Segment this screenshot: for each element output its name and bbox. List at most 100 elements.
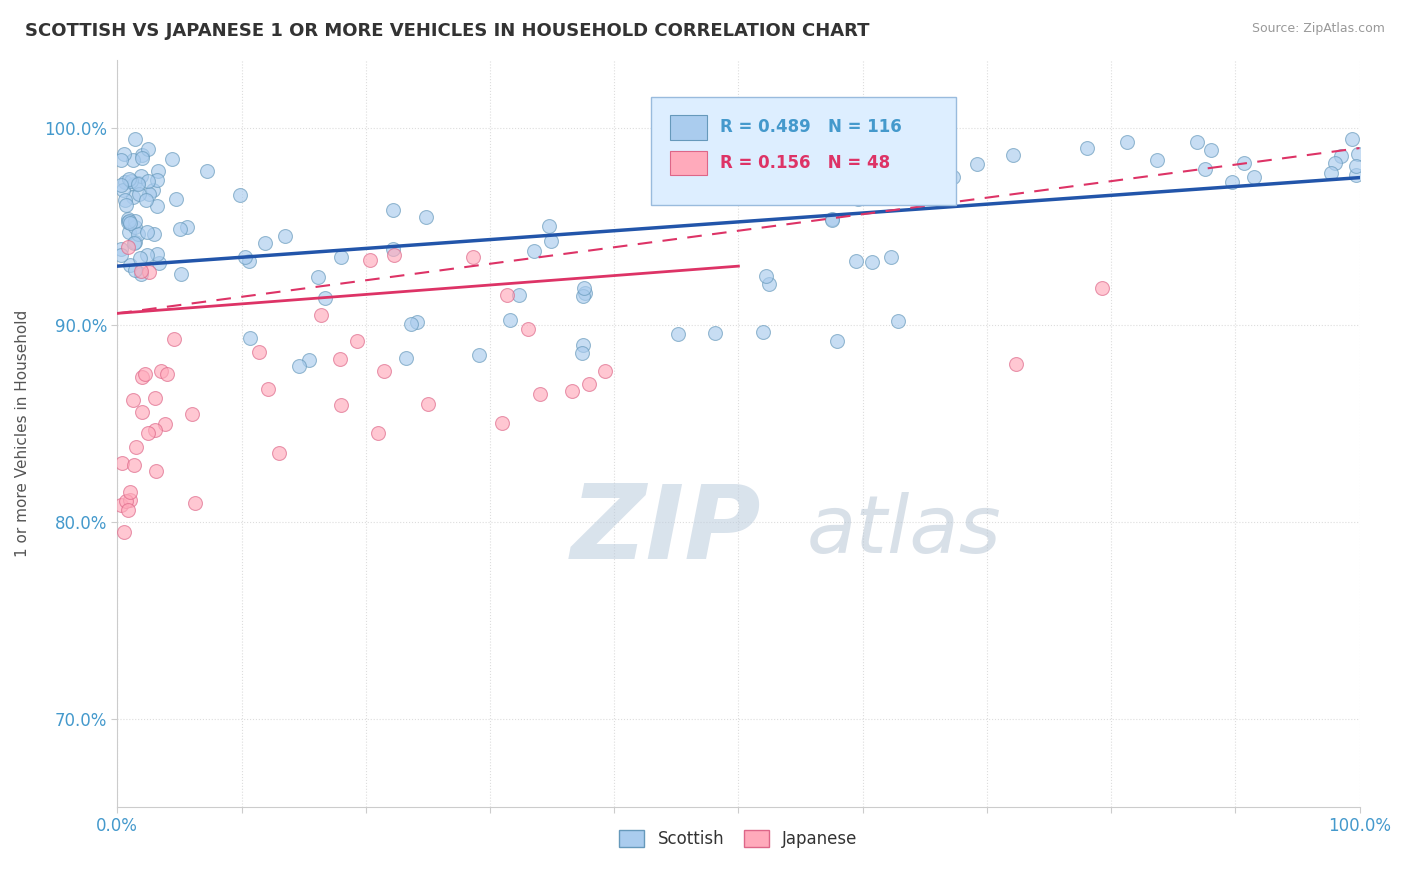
- Point: [148, 256, 170, 270]
- Point: [112, 183, 135, 197]
- Point: [517, 322, 540, 336]
- Point: [491, 417, 513, 431]
- Point: [135, 193, 157, 207]
- Point: [111, 456, 134, 470]
- Point: [118, 214, 141, 228]
- Point: [249, 345, 271, 359]
- Point: [136, 174, 159, 188]
- Point: [593, 364, 616, 378]
- Point: [666, 327, 689, 342]
- Point: [1091, 281, 1114, 295]
- Point: [1187, 135, 1209, 149]
- Y-axis label: 1 or more Vehicles in Household: 1 or more Vehicles in Household: [15, 310, 30, 557]
- Point: [1146, 153, 1168, 167]
- Point: [1005, 357, 1028, 371]
- Point: [1076, 140, 1098, 154]
- Point: [128, 187, 150, 202]
- Point: [125, 440, 148, 454]
- Point: [752, 325, 775, 339]
- Point: [529, 387, 551, 401]
- Point: [169, 267, 191, 281]
- Point: [146, 164, 169, 178]
- Point: [117, 240, 139, 254]
- Point: [110, 242, 132, 256]
- Point: [120, 216, 142, 230]
- Point: [129, 267, 152, 281]
- Point: [468, 348, 491, 362]
- Point: [121, 153, 143, 167]
- Point: [942, 170, 965, 185]
- Point: [131, 151, 153, 165]
- Point: [821, 212, 844, 227]
- Point: [416, 397, 439, 411]
- FancyBboxPatch shape: [651, 97, 956, 205]
- Point: [309, 308, 332, 322]
- Point: [1340, 132, 1362, 146]
- Point: [346, 334, 368, 348]
- Point: [238, 254, 260, 268]
- Point: [399, 317, 422, 331]
- Point: [1233, 156, 1256, 170]
- Point: [114, 193, 136, 207]
- Point: [146, 247, 169, 261]
- Point: [314, 292, 336, 306]
- Point: [499, 313, 522, 327]
- Point: [253, 235, 276, 250]
- Point: [195, 164, 218, 178]
- Point: [143, 424, 166, 438]
- Point: [846, 192, 869, 206]
- Point: [120, 258, 142, 272]
- Point: [495, 288, 517, 302]
- Point: [578, 377, 600, 392]
- Point: [112, 147, 135, 161]
- Point: [127, 177, 149, 191]
- Point: [966, 157, 988, 171]
- Point: [508, 287, 530, 301]
- Point: [330, 250, 353, 264]
- Point: [880, 250, 903, 264]
- Point: [329, 351, 352, 366]
- Point: [124, 214, 146, 228]
- Point: [821, 211, 844, 226]
- Point: [143, 391, 166, 405]
- Text: Source: ZipAtlas.com: Source: ZipAtlas.com: [1251, 22, 1385, 36]
- Point: [860, 255, 883, 269]
- Point: [540, 234, 562, 248]
- Point: [149, 363, 172, 377]
- Point: [461, 250, 484, 264]
- Point: [755, 269, 778, 284]
- Point: [1344, 169, 1367, 183]
- Point: [359, 253, 381, 268]
- Point: [131, 263, 153, 277]
- Point: [405, 315, 427, 329]
- Point: [381, 242, 404, 256]
- Point: [118, 485, 141, 500]
- Point: [124, 177, 146, 191]
- Point: [367, 426, 389, 441]
- Point: [704, 326, 727, 340]
- Point: [117, 211, 139, 226]
- Point: [124, 219, 146, 234]
- Point: [1220, 175, 1243, 189]
- Point: [118, 172, 141, 186]
- Point: [134, 367, 156, 381]
- Point: [1199, 143, 1222, 157]
- Point: [118, 225, 141, 239]
- Point: [110, 178, 132, 192]
- Point: [329, 398, 352, 412]
- Point: [1324, 156, 1347, 170]
- Point: [131, 148, 153, 162]
- Point: [887, 314, 910, 328]
- Point: [382, 248, 405, 262]
- Point: [138, 426, 160, 441]
- Point: [257, 383, 280, 397]
- Point: [136, 142, 159, 156]
- Point: [825, 334, 848, 348]
- Point: [274, 229, 297, 244]
- Point: [112, 524, 135, 539]
- Point: [382, 203, 405, 218]
- Point: [110, 499, 132, 513]
- Point: [538, 219, 561, 233]
- Point: [229, 188, 252, 202]
- Point: [395, 351, 418, 365]
